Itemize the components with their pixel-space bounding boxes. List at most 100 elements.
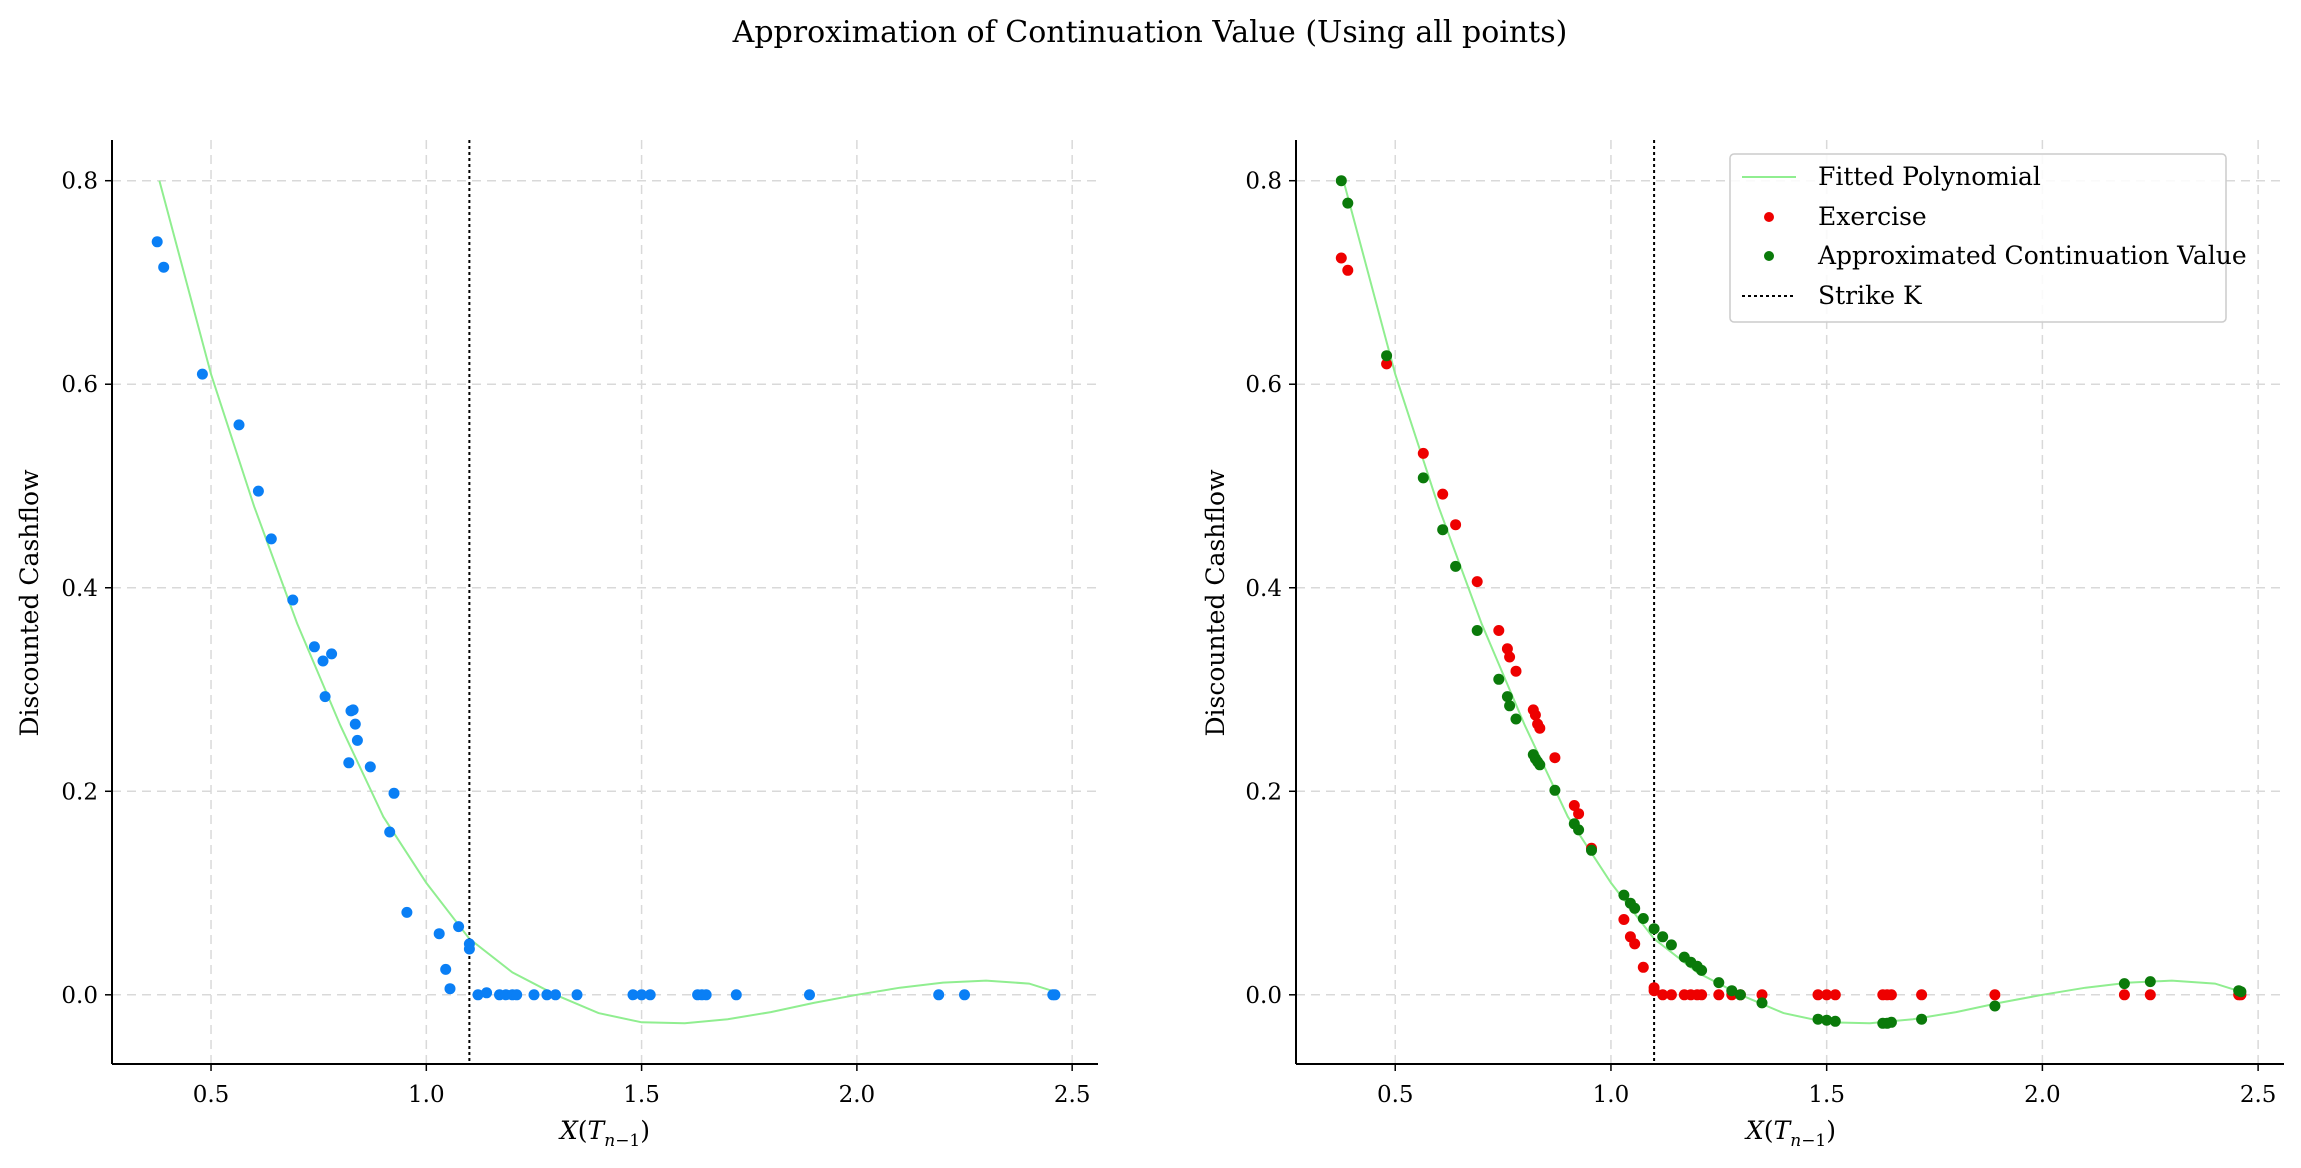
right-exercise-point: [1381, 358, 1393, 370]
right-y-tick-label: 0.8: [1245, 169, 1282, 195]
right-continuation-point: [1573, 824, 1585, 836]
left-cashflow-point: [444, 983, 456, 995]
left-cashflow-point: [636, 989, 648, 1001]
right-continuation-point: [1437, 524, 1449, 536]
right-panel: 0.5 1.0 1.5 2.0 2.5 0.0 0.2 0.4 0.6 0.8 Discounte…: [1201, 140, 2284, 1151]
x-axis-label-right: X(Tn−1): [1744, 1116, 1836, 1151]
right-exercise-point: [1648, 985, 1660, 997]
right-exercise-point: [1989, 989, 2001, 1001]
left-cashflow-point: [151, 236, 163, 248]
y-axis-label-right: Discounted Cashflow: [1201, 469, 1230, 737]
left-cashflow-point: [627, 989, 639, 1001]
right-continuation-point: [1618, 889, 1630, 901]
left-cashflow-point: [453, 921, 465, 933]
right-exercise-point: [1916, 989, 1928, 1001]
right-exercise-point: [1342, 264, 1354, 276]
right-x-tick-label: 1.5: [1808, 1082, 1845, 1108]
right-exercise-point: [1573, 808, 1585, 820]
right-exercise-point: [1568, 800, 1580, 811]
right-continuation-point: [1885, 1016, 1897, 1028]
left-cashflow-point: [196, 368, 208, 380]
right-continuation-point: [1657, 931, 1669, 943]
right-continuation-point: [1510, 713, 1522, 725]
right-continuation-point: [1812, 1013, 1824, 1025]
left-cashflow-point: [511, 989, 523, 1001]
right-continuation-point: [1637, 913, 1649, 924]
left-y-tick-label: 0.0: [61, 983, 98, 1009]
left-cashflow-point: [571, 989, 583, 1001]
legend-exercise-label: Exercise: [1818, 202, 1927, 231]
right-continuation-point: [1734, 989, 1746, 1001]
legend-polynomial-label: Fitted Polynomial: [1818, 162, 2041, 191]
left-cashflow-point: [481, 987, 493, 999]
right-exercise-point: [1417, 447, 1429, 459]
right-continuation-point: [1335, 175, 1347, 187]
left-cashflow-point: [433, 928, 445, 940]
left-cashflow-point: [959, 989, 970, 1001]
legend-box: [1729, 153, 2227, 323]
legend: Fitted Polynomial Exercise Approximated …: [1729, 153, 2247, 323]
left-cashflow-point: [343, 757, 355, 769]
right-exercise-point: [1665, 989, 1677, 1001]
right-continuation-point: [1586, 844, 1597, 856]
left-cashflow-point: [384, 826, 396, 838]
right-continuation-point: [1648, 923, 1660, 935]
left-cashflow-point: [326, 648, 338, 660]
right-continuation-point: [1696, 964, 1708, 976]
right-continuation-point: [1504, 700, 1516, 712]
left-x-tick-label: 2.5: [1054, 1082, 1091, 1108]
right-continuation-point: [1534, 759, 1546, 771]
right-exercise-point: [1529, 709, 1541, 721]
right-y-tick-label: 0.0: [1245, 983, 1282, 1009]
right-x-tick-label: 2.5: [2240, 1082, 2277, 1108]
right-exercise-point: [1821, 989, 1833, 1001]
left-x-tick-label: 1.0: [408, 1082, 445, 1108]
right-continuation-point: [1665, 939, 1677, 951]
right-exercise-point: [1812, 989, 1824, 1001]
left-cashflow-point: [700, 989, 712, 1001]
left-cashflow-point: [158, 261, 170, 273]
right-fitted-polynomial-line: [1342, 180, 2242, 1025]
right-exercise-point: [1629, 938, 1641, 950]
right-continuation-point: [1756, 997, 1768, 1009]
left-cashflow-point: [265, 533, 277, 545]
left-fitted-polynomial-line: [158, 180, 1056, 1025]
left-cashflow-point: [401, 906, 413, 918]
right-y-tick-label: 0.6: [1245, 372, 1282, 398]
left-cashflow-point: [319, 691, 331, 703]
right-exercise-point: [1618, 914, 1630, 925]
left-cashflow-point: [472, 989, 484, 1001]
right-continuation-point: [1989, 1000, 2001, 1012]
left-cashflow-point: [349, 718, 361, 730]
right-exercise-point: [1504, 651, 1516, 663]
right-exercise-point: [1829, 989, 1841, 1001]
right-continuation-point: [1471, 625, 1483, 636]
right-continuation-point: [2118, 978, 2130, 990]
left-panel: 0.5 1.0 1.5 2.0 2.5 0.0 0.2 0.4 0.6 0.8 Discounte…: [15, 140, 1098, 1151]
y-axis-label-left: Discounted Cashflow: [15, 469, 44, 737]
right-exercise-point: [1510, 665, 1522, 677]
right-exercise-point: [1335, 252, 1347, 264]
right-exercise-point: [1756, 989, 1768, 1001]
right-x-tick-label: 1.0: [1593, 1082, 1630, 1108]
left-x-tick-label: 0.5: [193, 1082, 230, 1108]
legend-continuation-label: Approximated Continuation Value: [1817, 241, 2247, 270]
left-cashflow-point: [308, 641, 320, 653]
left-cashflow-point: [1049, 989, 1061, 1001]
right-exercise-point: [1549, 752, 1561, 764]
right-x-tick-label: 0.5: [1377, 1082, 1414, 1108]
right-continuation-point: [1493, 673, 1505, 685]
legend-strike-label: Strike K: [1818, 281, 1923, 310]
right-exercise-point: [1493, 625, 1505, 636]
left-cashflow-point: [233, 419, 245, 431]
right-exercise-point: [1696, 989, 1708, 1001]
right-continuation-point: [1713, 977, 1725, 989]
left-cashflow-point: [528, 989, 540, 1001]
right-exercise-point: [1713, 989, 1725, 1001]
left-y-tick-label: 0.4: [61, 576, 98, 602]
right-continuation-point: [1381, 350, 1393, 362]
right-exercise-point: [1534, 722, 1546, 734]
left-cashflow-point: [541, 989, 553, 1001]
left-cashflow-point: [550, 989, 561, 1001]
